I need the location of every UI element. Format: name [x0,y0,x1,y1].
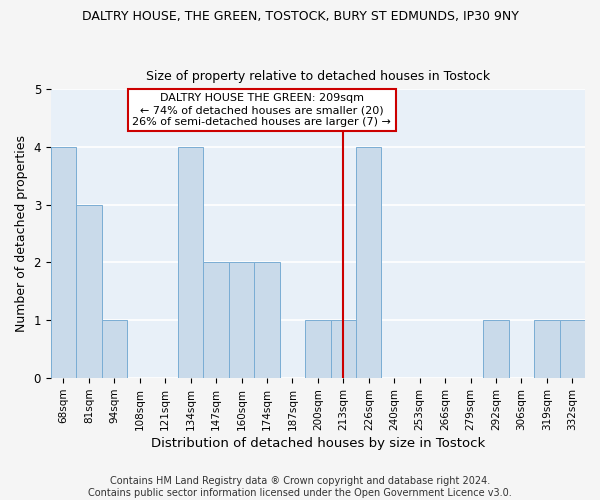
Bar [305,320,331,378]
X-axis label: Distribution of detached houses by size in Tostock: Distribution of detached houses by size … [151,437,485,450]
Bar [331,320,356,378]
Bar [483,320,509,378]
Bar [229,262,254,378]
Text: DALTRY HOUSE, THE GREEN, TOSTOCK, BURY ST EDMUNDS, IP30 9NY: DALTRY HOUSE, THE GREEN, TOSTOCK, BURY S… [82,10,518,23]
Y-axis label: Number of detached properties: Number of detached properties [15,135,28,332]
Bar [203,262,229,378]
Text: DALTRY HOUSE THE GREEN: 209sqm
← 74% of detached houses are smaller (20)
26% of : DALTRY HOUSE THE GREEN: 209sqm ← 74% of … [133,94,391,126]
Bar [101,320,127,378]
Bar [356,146,382,378]
Bar [178,146,203,378]
Bar [254,262,280,378]
Title: Size of property relative to detached houses in Tostock: Size of property relative to detached ho… [146,70,490,84]
Bar [560,320,585,378]
Bar [534,320,560,378]
Bar [76,204,101,378]
Bar [51,146,76,378]
Text: Contains HM Land Registry data ® Crown copyright and database right 2024.
Contai: Contains HM Land Registry data ® Crown c… [88,476,512,498]
